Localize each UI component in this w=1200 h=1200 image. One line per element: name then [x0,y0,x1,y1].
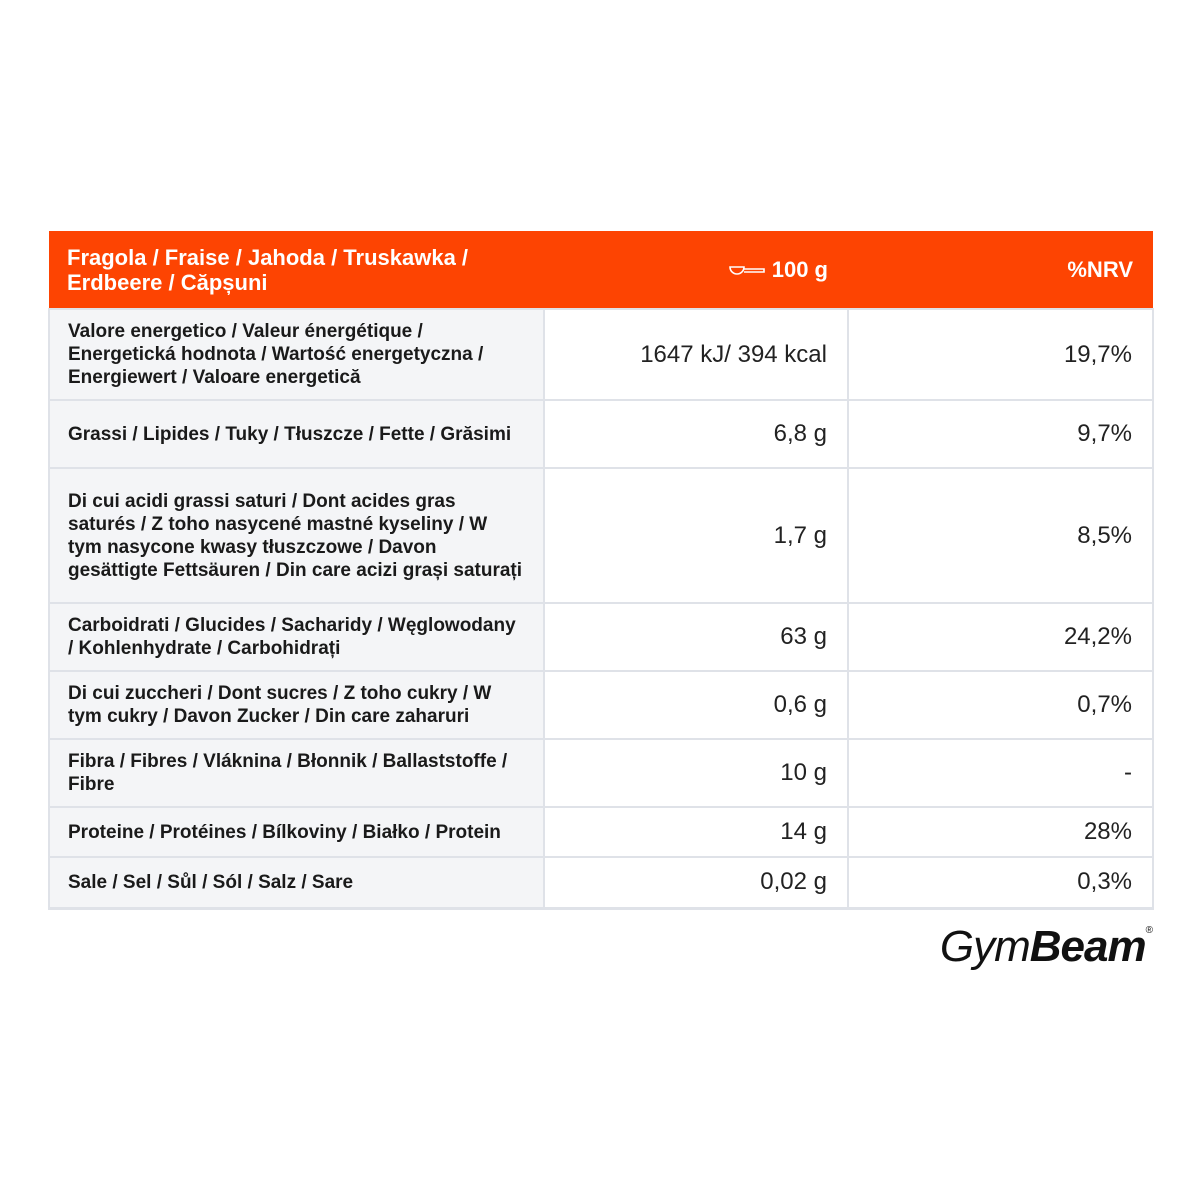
nutrient-row: Fibra / Fibres / Vláknina / Błonnik / Ba… [48,738,1154,808]
nutrient-row: Sale / Sel / Sůl / Sól / Salz / Sare 0,02… [48,856,1154,910]
nutrient-label: Fibra / Fibres / Vláknina / Błonnik / Ba… [48,738,545,808]
nutrient-row: Grassi / Lipides / Tuky / Tłuszcze / Fet… [48,399,1154,469]
nrv-value: 0,3% [847,856,1154,910]
nrv-value: 8,5% [847,467,1154,604]
header-amount-cell: 100 g [544,231,848,309]
nrv-value: 0,7% [847,670,1154,740]
logo-light: Gym [939,922,1031,971]
amount-value: 14 g [543,806,849,858]
nutrient-row: Proteine / Protéines / Bílkoviny / Białk… [48,806,1154,858]
nrv-value: 9,7% [847,399,1154,469]
header-row: Fragola / Fraise / Jahoda / Truskawka / … [49,231,1153,309]
logo-bold: Beam [1029,922,1147,971]
nutrient-label: Proteine / Protéines / Bílkoviny / Białk… [48,806,545,858]
nutrient-label: Di cui zuccheri / Dont sucres / Z toho c… [48,670,545,740]
nutrition-table: Fragola / Fraise / Jahoda / Truskawka / … [48,231,1154,910]
nrv-value: 19,7% [847,308,1154,401]
amount-value: 0,02 g [543,856,849,910]
amount-value: 63 g [543,602,849,672]
amount-value: 6,8 g [543,399,849,469]
amount-value: 1,7 g [543,467,849,604]
nutrition-table-container: Fragola / Fraise / Jahoda / Truskawka / … [48,231,1154,910]
nutrient-label: Di cui acidi grassi saturi / Dont acides… [48,467,545,604]
header-title: Fragola / Fraise / Jahoda / Truskawka / … [49,231,544,309]
nrv-value: - [847,738,1154,808]
table-body: Valore energetico / Valeur énergétique /… [48,308,1154,910]
header-nrv: %NRV [848,231,1153,309]
header-amount: 100 g [771,256,828,282]
nutrient-row: Carboidrati / Glucides / Sacharidy / Węg… [48,602,1154,672]
nutrient-label: Sale / Sel / Sůl / Sól / Salz / Sare [48,856,545,910]
amount-value: 1647 kJ/ 394 kcal [543,308,849,401]
scoop-icon [728,265,765,275]
nrv-value: 28% [847,806,1154,858]
logo-mark: ® [1145,925,1153,936]
nutrient-row: Valore energetico / Valeur énergétique /… [48,308,1154,401]
amount-value: 10 g [543,738,849,808]
nutrient-label: Grassi / Lipides / Tuky / Tłuszcze / Fet… [48,399,545,469]
nutrient-row: Di cui acidi grassi saturi / Dont acides… [48,467,1154,604]
nutrient-row: Di cui zuccheri / Dont sucres / Z toho c… [48,670,1154,740]
amount-value: 0,6 g [543,670,849,740]
nutrient-label: Valore energetico / Valeur énergétique /… [48,308,545,401]
logo: GymBeam® [939,922,1153,972]
nrv-value: 24,2% [847,602,1154,672]
nutrient-label: Carboidrati / Glucides / Sacharidy / Węg… [48,602,545,672]
